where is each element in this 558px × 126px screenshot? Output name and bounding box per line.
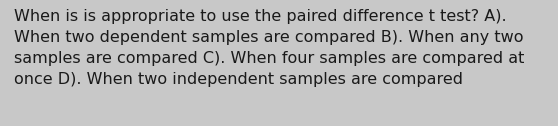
Text: When is is appropriate to use the paired difference t test? A).
When two depende: When is is appropriate to use the paired…: [14, 9, 525, 87]
